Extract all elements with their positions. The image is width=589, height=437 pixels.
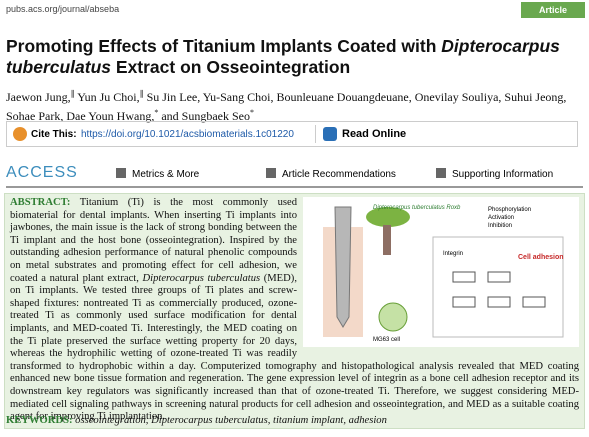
access-bar: ACCESS Metrics & More Article Recommenda… — [6, 162, 583, 188]
keyword-text: , titanium implant, adhesion — [267, 415, 387, 426]
plant-trunk — [383, 225, 391, 255]
node — [452, 271, 476, 283]
node — [487, 271, 511, 283]
keyword-text: osseointegration, — [72, 415, 152, 426]
cell-label: MG63 cell — [373, 337, 400, 343]
access-label[interactable]: Supporting Information — [452, 169, 554, 180]
icon — [116, 168, 126, 178]
access-item[interactable]: Article Recommendations — [266, 168, 396, 180]
author-mark: * — [154, 108, 159, 117]
author: Jaewon Jung, — [6, 90, 71, 104]
access-item[interactable]: Supporting Information — [436, 168, 553, 180]
access-heading: ACCESS — [6, 164, 78, 181]
integrin-label: Integrin — [443, 251, 463, 257]
title-text: Promoting Effects of Titanium Implants C… — [6, 36, 442, 56]
read-icon — [323, 127, 337, 141]
legend-item: Activation — [488, 215, 514, 221]
cite-box: Cite This: https://doi.org/10.1021/acsbi… — [6, 121, 578, 147]
access-item[interactable]: Metrics & More — [116, 168, 199, 180]
journal-url[interactable]: pubs.acs.org/journal/abseba — [6, 4, 120, 14]
author-mark: ∥ — [139, 89, 144, 98]
node — [487, 296, 511, 308]
legend-item: Phosphorylation — [488, 207, 531, 213]
article-badge: Article — [520, 2, 585, 18]
icon — [436, 168, 446, 178]
keywords: KEYWORDS: osseointegration, Dipterocarpu… — [6, 415, 387, 426]
keywords-heading: KEYWORDS: — [6, 415, 73, 426]
plant-label: Dipterocarpus tuberculatus Roxb — [373, 205, 461, 211]
cite-label[interactable]: Cite This: — [31, 129, 77, 140]
abstract-text: (MED), on Ti implants. We tested three g… — [10, 272, 579, 423]
abstract-heading: ABSTRACT: — [10, 197, 71, 208]
read-online[interactable]: Read Online — [342, 128, 407, 140]
title-italic: Dipterocarpus tuberculatus — [6, 36, 560, 77]
keyword-text: Dipterocarpus tuberculatus — [151, 415, 268, 426]
cite-icon — [13, 127, 27, 141]
adhesion-label: Cell adhesion — [518, 254, 564, 261]
author-mark: ∥ — [70, 89, 75, 98]
title-text: Extract on Osseointegration — [111, 57, 351, 77]
node — [522, 296, 546, 308]
graphical-abstract: Dipterocarpus tuberculatus Roxb MG63 cel… — [303, 197, 579, 347]
access-label[interactable]: Article Recommendations — [282, 169, 396, 180]
legend-item: Inhibition — [488, 223, 512, 229]
abstract-italic: Dipterocarpus tuberculatus — [142, 272, 261, 284]
node — [452, 296, 476, 308]
author: Su Jin Lee, Yu-Sang Choi, Bounleuane Dou… — [6, 90, 567, 123]
author: and Sungbaek Seo — [158, 109, 250, 123]
pathway-box — [432, 236, 564, 338]
author: Yun Ju Choi, — [74, 90, 140, 104]
abstract-text: Titanium (Ti) is the most commonly used … — [10, 197, 297, 284]
author-mark: * — [249, 108, 254, 117]
header: pubs.acs.org/journal/abseba Article — [0, 0, 589, 20]
implant — [334, 206, 352, 328]
cell — [378, 302, 408, 332]
title: Promoting Effects of Titanium Implants C… — [6, 36, 581, 78]
access-label[interactable]: Metrics & More — [132, 169, 200, 180]
doi-link[interactable]: https://doi.org/10.1021/acsbiomaterials.… — [81, 129, 294, 140]
abstract: Dipterocarpus tuberculatus Roxb MG63 cel… — [4, 193, 585, 429]
plant — [366, 207, 410, 227]
authors: Jaewon Jung,∥ Yun Ju Choi,∥ Su Jin Lee, … — [6, 86, 584, 124]
divider — [315, 125, 316, 143]
icon — [266, 168, 276, 178]
